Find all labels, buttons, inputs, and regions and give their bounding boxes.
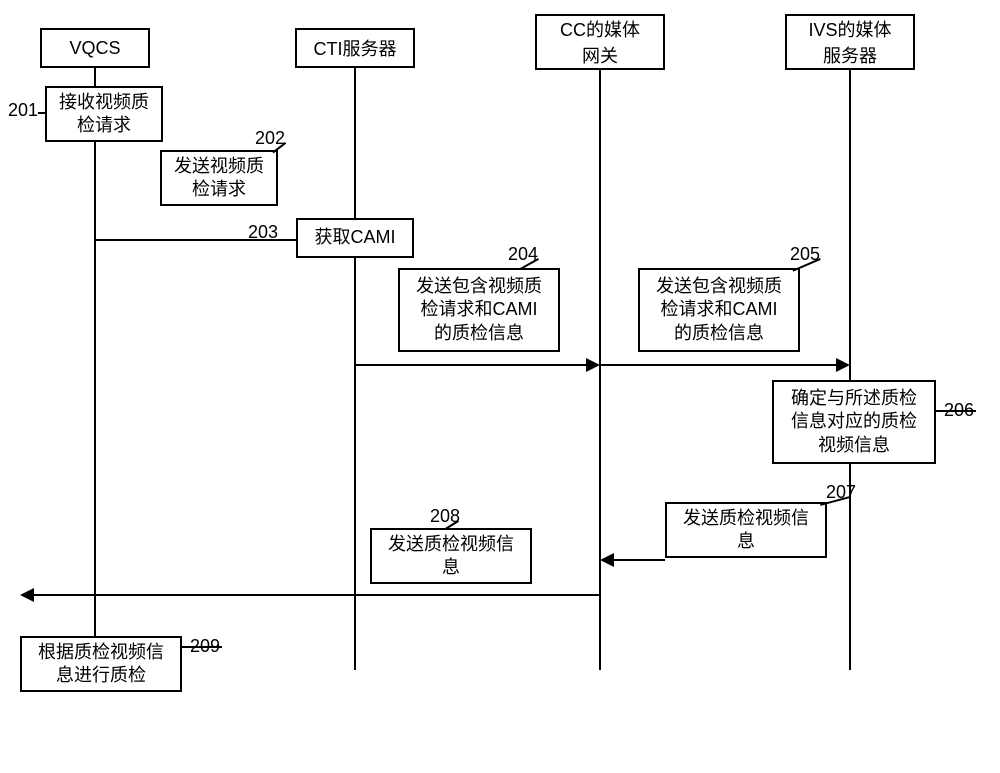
step-box-207: 发送质检视频信息 (665, 502, 827, 558)
participant-cc: CC的媒体网关 (535, 14, 665, 70)
step-label-201: 201 (8, 100, 38, 121)
participant-vqcs: VQCS (40, 28, 150, 68)
step-box-202: 发送视频质检请求 (160, 150, 278, 206)
lifeline-cti (354, 68, 356, 218)
sequence-diagram: VQCS CTI服务器 CC的媒体网关 IVS的媒体服务器接收视频质检请求 201 发送视… (0, 0, 1000, 773)
lifeline-ivs (849, 70, 851, 380)
step-box-208: 发送质检视频信息 (370, 528, 532, 584)
step-box-203: 获取CAMI (296, 218, 414, 258)
participant-cti: CTI服务器 (295, 28, 415, 68)
participant-ivs: IVS的媒体服务器 (785, 14, 915, 70)
step-box-204: 发送包含视频质检请求和CAMI的质检信息 (398, 268, 560, 352)
lifeline-vqcs (94, 68, 96, 86)
step-box-209: 根据质检视频信息进行质检 (20, 636, 182, 692)
step-label-203: 203 (248, 222, 278, 243)
step-box-205: 发送包含视频质检请求和CAMI的质检信息 (638, 268, 800, 352)
lifeline-cti (354, 258, 356, 670)
lifeline-vqcs (94, 142, 96, 636)
step-box-201: 接收视频质检请求 (45, 86, 163, 142)
step-box-206: 确定与所述质检信息对应的质检视频信息 (772, 380, 936, 464)
